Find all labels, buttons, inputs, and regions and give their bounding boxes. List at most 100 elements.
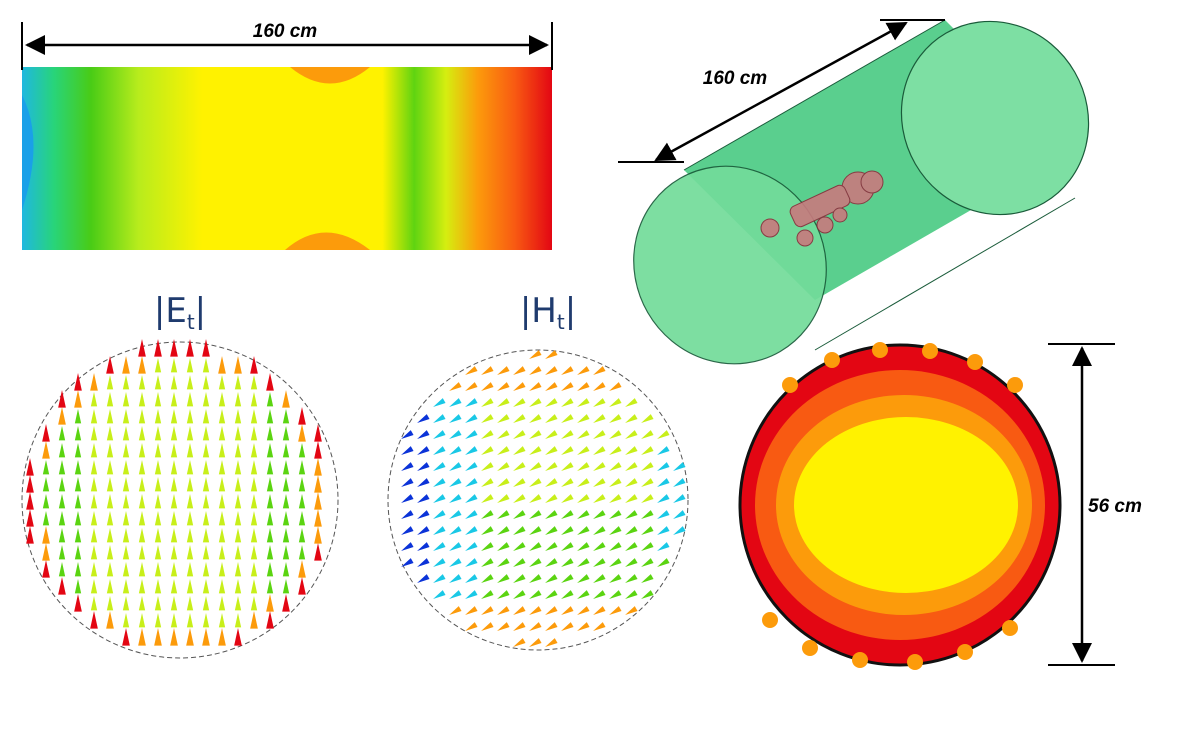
e-arrow xyxy=(42,424,50,442)
longitudinal-field-map xyxy=(22,67,552,250)
h-arrow xyxy=(497,622,510,631)
e-arrow xyxy=(186,392,194,407)
h-arrow xyxy=(545,558,558,567)
h-arrow xyxy=(433,398,446,407)
h-arrow xyxy=(497,494,510,503)
h-arrow xyxy=(641,446,654,455)
h-arrow xyxy=(545,366,558,375)
e-arrow xyxy=(170,494,178,509)
e-arrow xyxy=(202,494,210,509)
h-arrow xyxy=(577,622,590,631)
e-arrow xyxy=(154,358,162,373)
h-arrow xyxy=(529,350,542,359)
h-arrow xyxy=(593,590,606,599)
h-arrow xyxy=(417,574,430,583)
h-arrow xyxy=(561,446,574,455)
e-arrow xyxy=(218,613,226,628)
h-arrow xyxy=(593,622,606,631)
e-arrow xyxy=(122,596,130,611)
e-arrow xyxy=(202,460,210,475)
e-arrow xyxy=(218,545,226,560)
h-arrow xyxy=(577,574,590,583)
h-arrow xyxy=(449,398,462,407)
h-arrow xyxy=(545,398,558,407)
e-arrow xyxy=(218,392,226,407)
e-arrow xyxy=(314,458,322,476)
h-arrow xyxy=(449,542,462,551)
e-arrow xyxy=(90,392,98,407)
e-arrow xyxy=(234,494,242,509)
h-arrow xyxy=(465,558,478,567)
h-arrow xyxy=(465,606,478,615)
e-arrow xyxy=(202,613,210,628)
e-arrow xyxy=(266,409,274,424)
e-arrow xyxy=(58,494,66,509)
h-arrow xyxy=(481,510,494,519)
cylinder-3d-view xyxy=(633,19,1090,365)
e-arrow xyxy=(154,628,162,646)
e-arrow xyxy=(122,426,130,441)
h-arrow xyxy=(593,430,606,439)
e-arrow xyxy=(186,358,194,373)
h-arrow xyxy=(609,590,622,599)
h-arrow xyxy=(433,430,446,439)
e-arrow xyxy=(138,356,146,374)
h-arrow xyxy=(465,366,478,375)
e-arrow xyxy=(314,475,322,493)
e-arrow xyxy=(266,545,274,560)
e-arrow xyxy=(154,375,162,390)
e-arrow xyxy=(106,611,114,629)
field-strip xyxy=(22,67,552,250)
e-arrow xyxy=(234,579,242,594)
e-arrow xyxy=(298,560,306,578)
e-arrow xyxy=(186,460,194,475)
e-arrow xyxy=(234,426,242,441)
e-arrow xyxy=(138,628,146,646)
e-arrow xyxy=(138,426,146,441)
h-arrow xyxy=(465,430,478,439)
e-arrow xyxy=(58,390,66,408)
e-arrow xyxy=(154,477,162,492)
h-arrow xyxy=(481,430,494,439)
h-arrow xyxy=(641,510,654,519)
h-arrow xyxy=(625,526,638,535)
e-arrow xyxy=(138,562,146,577)
h-arrow xyxy=(625,558,638,567)
e-arrow xyxy=(218,426,226,441)
e-arrow xyxy=(58,477,66,492)
h-arrow xyxy=(513,590,526,599)
h-arrow xyxy=(673,526,686,535)
contour-yellow xyxy=(794,417,1018,593)
e-arrow xyxy=(202,562,210,577)
e-arrow xyxy=(138,579,146,594)
h-arrow xyxy=(497,430,510,439)
h-arrow xyxy=(497,366,510,375)
h-arrow xyxy=(625,590,638,599)
h-arrow xyxy=(673,462,686,471)
e-arrow xyxy=(26,526,34,544)
e-arrow xyxy=(138,528,146,543)
e-arrow xyxy=(122,613,130,628)
e-arrow xyxy=(218,494,226,509)
e-arrow xyxy=(170,579,178,594)
e-arrow xyxy=(74,443,82,458)
h-arrow xyxy=(449,414,462,423)
e-arrow xyxy=(58,426,66,441)
e-arrow xyxy=(186,545,194,560)
h-arrow xyxy=(561,478,574,487)
e-arrow xyxy=(154,443,162,458)
h-arrow xyxy=(529,590,542,599)
cross-section-dimension-label: 56 cm xyxy=(1088,496,1142,517)
h-arrow xyxy=(577,366,590,375)
e-arrow xyxy=(58,511,66,526)
e-arrow xyxy=(26,458,34,476)
h-arrow xyxy=(641,558,654,567)
h-arrow xyxy=(513,638,526,647)
h-arrow xyxy=(593,398,606,407)
e-arrow xyxy=(42,441,50,459)
h-arrow xyxy=(529,414,542,423)
h-arrow xyxy=(609,478,622,487)
h-arrow xyxy=(465,414,478,423)
e-arrow xyxy=(90,477,98,492)
